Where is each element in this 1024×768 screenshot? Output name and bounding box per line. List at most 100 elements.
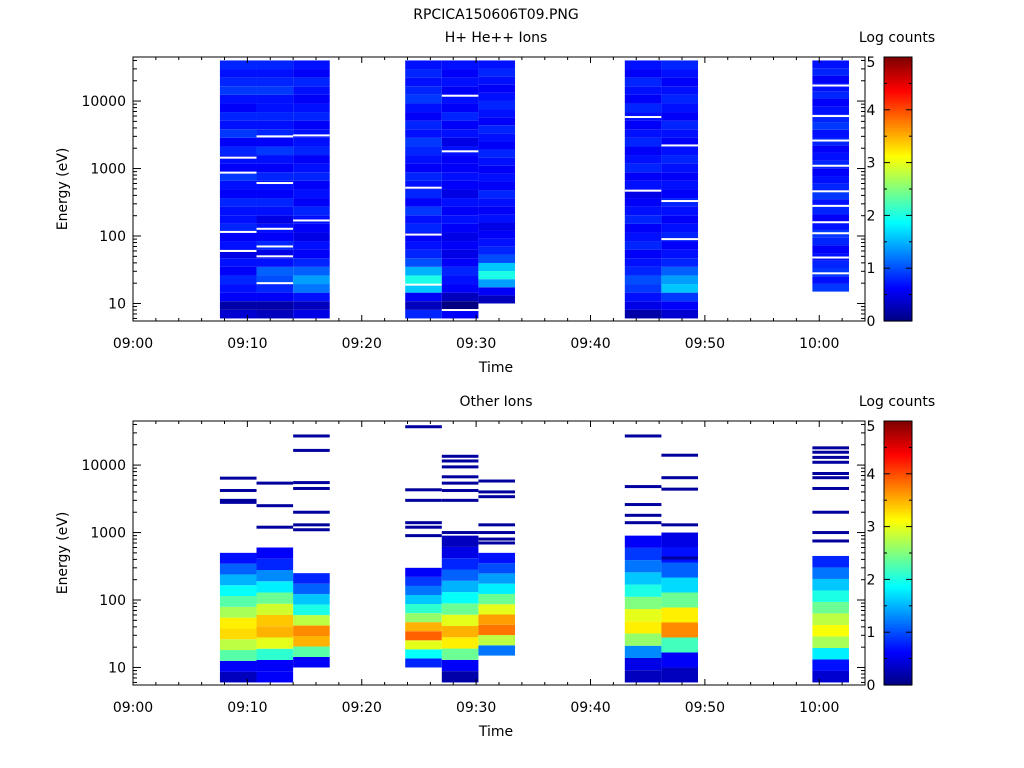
colorbar-swatch <box>884 665 912 668</box>
data-cell <box>219 617 257 629</box>
data-cell <box>624 163 662 173</box>
data-cell <box>812 152 849 161</box>
data-gap <box>256 227 294 230</box>
data-cell <box>256 626 294 638</box>
data-cell <box>661 112 699 121</box>
data-cell <box>624 657 662 671</box>
data-cell <box>624 129 662 138</box>
data-cell <box>219 137 257 147</box>
data-cell <box>624 232 662 242</box>
colorbar-swatch <box>884 96 912 100</box>
data-cell <box>405 189 442 199</box>
colorbar-swatch <box>884 654 912 657</box>
data-cell <box>441 258 479 267</box>
data-line <box>293 481 330 485</box>
data-line <box>293 510 330 514</box>
colorbar-swatch <box>884 621 912 624</box>
colorbar-swatch <box>884 134 912 137</box>
data-gap <box>661 144 699 147</box>
colorbar-tick-label: 1 <box>867 625 876 641</box>
data-cell <box>256 292 294 302</box>
data-cell <box>293 292 330 302</box>
data-cell <box>812 222 849 230</box>
data-cell <box>441 284 479 293</box>
colorbar-swatch <box>884 85 912 89</box>
colorbar-swatch <box>884 520 912 523</box>
data-cell <box>405 112 442 121</box>
data-cell <box>441 77 479 87</box>
data-cell <box>441 94 479 104</box>
colorbar-swatch <box>884 515 912 519</box>
colorbar-swatch <box>884 682 912 686</box>
colorbar-swatch <box>884 643 912 646</box>
data-cell <box>661 232 699 242</box>
data-cell <box>256 163 294 173</box>
data-cell <box>661 607 699 623</box>
figure-title: RPCICA150606T09.PNG <box>413 7 578 23</box>
data-cell <box>405 155 442 164</box>
data-cell <box>405 180 442 190</box>
colorbar-swatch <box>884 92 912 95</box>
colorbar-swatch <box>884 680 912 684</box>
data-cell <box>624 69 662 78</box>
colorbar-swatch <box>884 314 912 318</box>
data-cell <box>219 180 257 190</box>
data-line <box>405 425 442 429</box>
colorbar-swatch <box>884 561 912 565</box>
data-cell <box>624 301 662 310</box>
data-cell <box>293 180 330 190</box>
data-cell <box>478 230 516 239</box>
data-gap <box>256 255 294 258</box>
data-gap <box>256 182 294 185</box>
data-cell <box>478 604 516 615</box>
data-cell <box>812 260 849 269</box>
data-cell <box>256 258 294 267</box>
data-cell <box>812 145 849 153</box>
colorbar-swatch <box>884 533 912 536</box>
colorbar-swatch <box>884 460 912 464</box>
colorbar-swatch <box>884 608 912 611</box>
colorbar-swatch <box>884 614 912 618</box>
data-cell <box>256 558 294 571</box>
data-cell <box>478 254 516 263</box>
data-cell <box>405 613 442 623</box>
colorbar-swatch <box>884 164 912 168</box>
colorbar-swatch <box>884 213 912 216</box>
data-cell <box>293 112 330 121</box>
data-cell <box>661 258 699 267</box>
data-cell <box>812 183 849 192</box>
data-cell <box>812 206 849 215</box>
colorbar-swatch <box>884 255 912 258</box>
colorbar-swatch <box>884 167 912 170</box>
data-cell <box>624 266 662 276</box>
data-cell <box>405 172 442 181</box>
data-gap <box>441 94 479 97</box>
data-line <box>256 525 294 529</box>
colorbar-tick-label: 3 <box>867 156 876 172</box>
colorbar-swatch <box>884 68 912 71</box>
data-cell <box>661 163 699 173</box>
colorbar-swatch <box>884 107 912 111</box>
colorbar-swatch <box>884 129 912 133</box>
colorbar-swatch <box>884 250 912 254</box>
data-line <box>405 521 442 525</box>
colorbar-swatch <box>884 160 912 164</box>
data-cell <box>812 68 849 76</box>
x-tick-label: 09:10 <box>227 336 267 352</box>
data-cell <box>441 266 479 276</box>
colorbar-swatch <box>884 612 912 616</box>
data-cell <box>812 237 849 246</box>
data-cell <box>478 117 516 126</box>
data-cell <box>812 122 849 130</box>
data-cell <box>293 241 330 250</box>
data-cell <box>256 671 294 683</box>
data-line <box>405 525 442 529</box>
data-line <box>441 488 479 492</box>
data-cell <box>441 189 479 199</box>
data-cell <box>219 639 257 651</box>
data-gap <box>812 164 849 167</box>
colorbar-swatch <box>884 542 912 545</box>
data-cell <box>661 309 699 319</box>
data-cell <box>661 275 699 285</box>
colorbar-tick-label: 4 <box>867 103 876 119</box>
